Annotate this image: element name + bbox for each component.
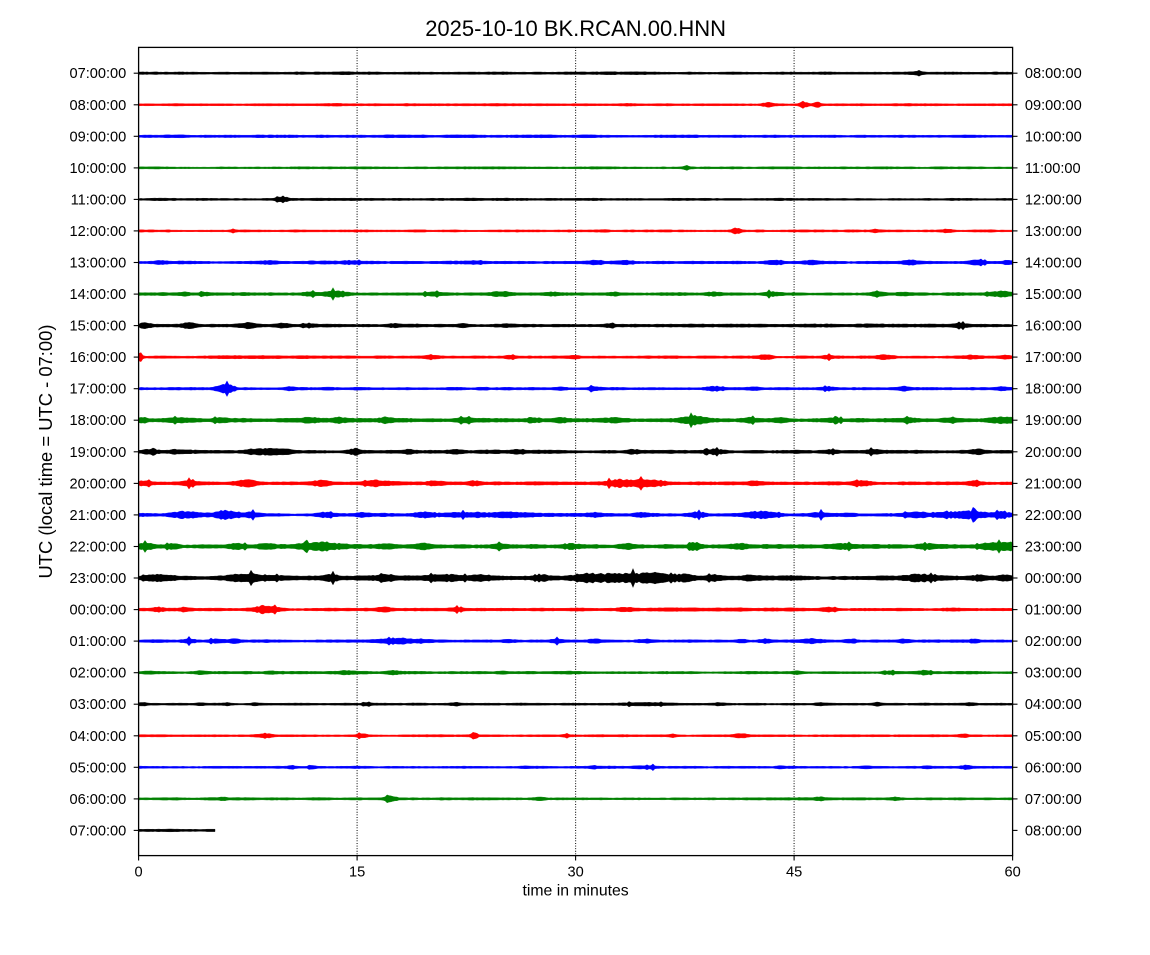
svg-text:07:00:00: 07:00:00	[69, 66, 126, 82]
svg-text:02:00:00: 02:00:00	[1025, 634, 1082, 650]
svg-text:07:00:00: 07:00:00	[1025, 792, 1082, 808]
svg-text:13:00:00: 13:00:00	[69, 256, 126, 272]
svg-text:19:00:00: 19:00:00	[69, 445, 126, 461]
svg-text:22:00:00: 22:00:00	[1025, 508, 1082, 524]
svg-text:2025-10-10 BK.RCAN.00.HNN: 2025-10-10 BK.RCAN.00.HNN	[425, 16, 726, 41]
svg-text:23:00:00: 23:00:00	[1025, 540, 1082, 556]
svg-text:22:00:00: 22:00:00	[69, 540, 126, 556]
svg-text:0: 0	[135, 865, 143, 881]
svg-text:30: 30	[567, 865, 583, 881]
svg-text:09:00:00: 09:00:00	[1025, 98, 1082, 114]
svg-text:21:00:00: 21:00:00	[1025, 476, 1082, 492]
svg-text:08:00:00: 08:00:00	[1025, 66, 1082, 82]
svg-text:60: 60	[1004, 865, 1020, 881]
svg-text:15: 15	[349, 865, 365, 881]
svg-text:00:00:00: 00:00:00	[1025, 571, 1082, 587]
svg-text:14:00:00: 14:00:00	[1025, 256, 1082, 272]
svg-text:04:00:00: 04:00:00	[69, 729, 126, 745]
svg-text:04:00:00: 04:00:00	[1025, 697, 1082, 713]
svg-text:10:00:00: 10:00:00	[1025, 129, 1082, 145]
svg-text:18:00:00: 18:00:00	[1025, 382, 1082, 398]
svg-text:12:00:00: 12:00:00	[69, 224, 126, 240]
svg-text:13:00:00: 13:00:00	[1025, 224, 1082, 240]
svg-text:17:00:00: 17:00:00	[69, 382, 126, 398]
svg-text:UTC (local time = UTC - 07:00): UTC (local time = UTC - 07:00)	[35, 325, 56, 579]
svg-text:01:00:00: 01:00:00	[1025, 603, 1082, 619]
svg-text:11:00:00: 11:00:00	[71, 192, 127, 208]
svg-text:07:00:00: 07:00:00	[69, 823, 126, 839]
svg-text:17:00:00: 17:00:00	[1025, 350, 1082, 366]
svg-text:45: 45	[786, 865, 802, 881]
svg-text:20:00:00: 20:00:00	[69, 476, 126, 492]
svg-text:15:00:00: 15:00:00	[69, 319, 126, 335]
svg-text:16:00:00: 16:00:00	[69, 350, 126, 366]
svg-text:21:00:00: 21:00:00	[69, 508, 126, 524]
svg-text:01:00:00: 01:00:00	[69, 634, 126, 650]
svg-text:16:00:00: 16:00:00	[1025, 319, 1082, 335]
svg-text:03:00:00: 03:00:00	[69, 697, 126, 713]
svg-text:10:00:00: 10:00:00	[69, 161, 126, 177]
svg-text:03:00:00: 03:00:00	[1025, 666, 1082, 682]
svg-text:08:00:00: 08:00:00	[1025, 823, 1082, 839]
svg-text:12:00:00: 12:00:00	[1025, 192, 1082, 208]
svg-text:20:00:00: 20:00:00	[1025, 445, 1082, 461]
svg-text:06:00:00: 06:00:00	[1025, 760, 1082, 776]
svg-text:time in minutes: time in minutes	[522, 883, 628, 900]
svg-text:09:00:00: 09:00:00	[69, 129, 126, 145]
svg-text:05:00:00: 05:00:00	[69, 760, 126, 776]
svg-text:15:00:00: 15:00:00	[1025, 287, 1082, 303]
svg-text:19:00:00: 19:00:00	[1025, 413, 1082, 429]
svg-text:11:00:00: 11:00:00	[1025, 161, 1081, 177]
svg-text:00:00:00: 00:00:00	[69, 603, 126, 619]
svg-text:14:00:00: 14:00:00	[69, 287, 126, 303]
svg-text:02:00:00: 02:00:00	[69, 666, 126, 682]
svg-text:08:00:00: 08:00:00	[69, 98, 126, 114]
svg-text:23:00:00: 23:00:00	[69, 571, 126, 587]
svg-text:05:00:00: 05:00:00	[1025, 729, 1082, 745]
svg-text:18:00:00: 18:00:00	[69, 413, 126, 429]
svg-text:06:00:00: 06:00:00	[69, 792, 126, 808]
